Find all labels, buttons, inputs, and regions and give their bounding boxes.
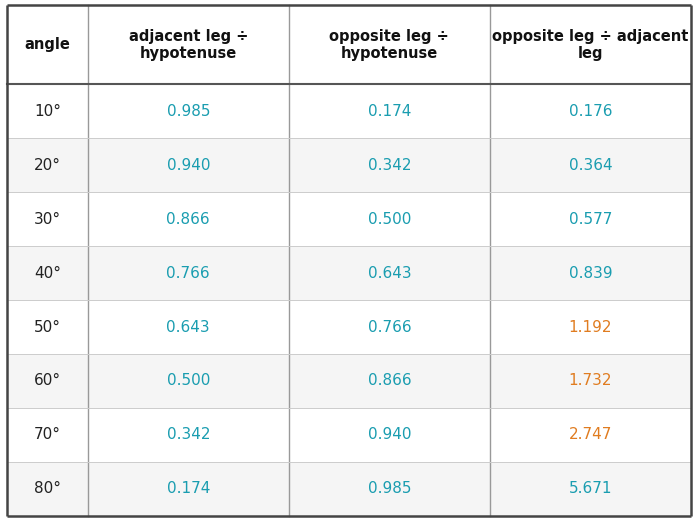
Text: 0.985: 0.985 xyxy=(167,104,210,119)
Text: 0.577: 0.577 xyxy=(569,212,612,227)
Text: 70°: 70° xyxy=(34,427,61,442)
Text: 0.500: 0.500 xyxy=(167,374,210,389)
Text: opposite leg ÷ adjacent
leg: opposite leg ÷ adjacent leg xyxy=(492,29,689,61)
Text: 2.747: 2.747 xyxy=(569,427,612,442)
Text: 0.643: 0.643 xyxy=(368,266,411,281)
Text: 1.732: 1.732 xyxy=(569,374,612,389)
Text: 0.342: 0.342 xyxy=(368,158,411,173)
Text: adjacent leg ÷
hypotenuse: adjacent leg ÷ hypotenuse xyxy=(128,29,248,61)
Bar xyxy=(7,300,691,354)
Bar xyxy=(7,192,691,246)
Text: 0.176: 0.176 xyxy=(569,104,612,119)
Text: 0.364: 0.364 xyxy=(569,158,612,173)
Bar xyxy=(7,462,691,516)
Bar xyxy=(7,354,691,408)
Text: 0.839: 0.839 xyxy=(569,266,612,281)
Bar xyxy=(7,138,691,192)
Text: 0.940: 0.940 xyxy=(167,158,210,173)
Text: 40°: 40° xyxy=(34,266,61,281)
Text: 20°: 20° xyxy=(34,158,61,173)
Bar xyxy=(7,408,691,462)
Text: 30°: 30° xyxy=(34,212,61,227)
Text: 0.866: 0.866 xyxy=(368,374,411,389)
Text: 10°: 10° xyxy=(34,104,61,119)
Text: 5.671: 5.671 xyxy=(569,481,612,497)
Text: 0.766: 0.766 xyxy=(166,266,210,281)
Text: 0.500: 0.500 xyxy=(368,212,411,227)
Text: 0.866: 0.866 xyxy=(166,212,210,227)
Text: 0.985: 0.985 xyxy=(368,481,411,497)
Text: 0.174: 0.174 xyxy=(167,481,210,497)
Text: 1.192: 1.192 xyxy=(569,319,612,334)
Text: 80°: 80° xyxy=(34,481,61,497)
Text: 0.766: 0.766 xyxy=(368,319,411,334)
Text: angle: angle xyxy=(24,38,70,52)
Text: 50°: 50° xyxy=(34,319,61,334)
Bar xyxy=(7,84,691,138)
Bar xyxy=(7,5,691,84)
Text: 0.643: 0.643 xyxy=(166,319,210,334)
Text: 60°: 60° xyxy=(34,374,61,389)
Text: 0.940: 0.940 xyxy=(368,427,411,442)
Text: opposite leg ÷
hypotenuse: opposite leg ÷ hypotenuse xyxy=(329,29,450,61)
Bar xyxy=(7,246,691,300)
Text: 0.174: 0.174 xyxy=(368,104,411,119)
Text: 0.342: 0.342 xyxy=(167,427,210,442)
